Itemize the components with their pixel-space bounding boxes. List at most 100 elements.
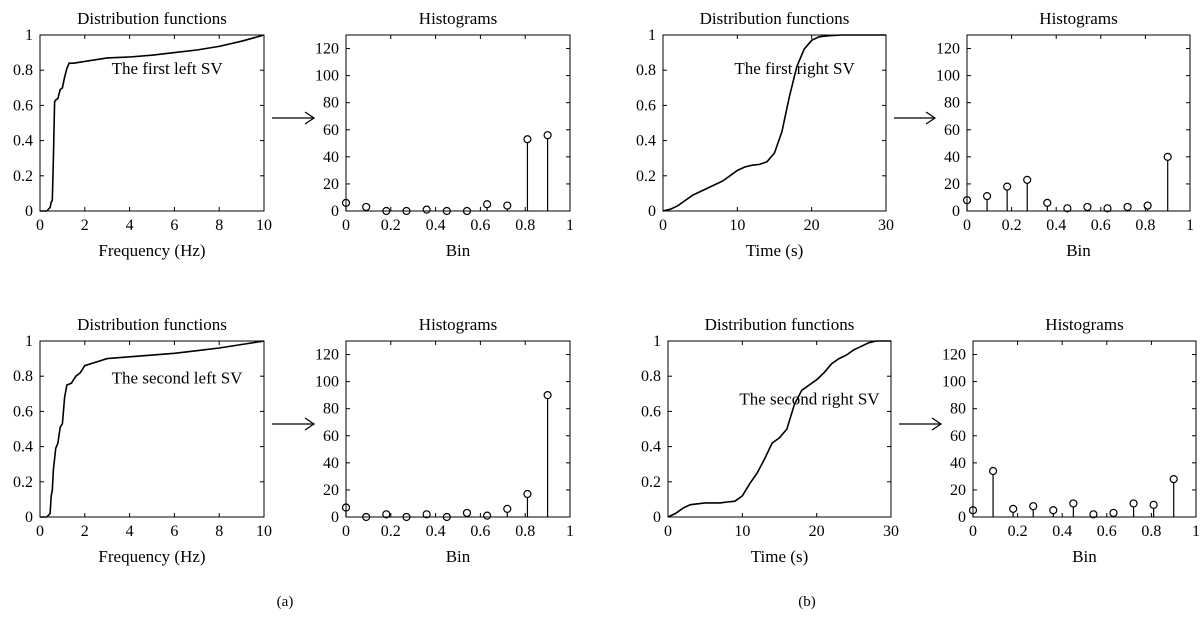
histogram-point bbox=[462, 508, 472, 518]
distribution-line bbox=[40, 340, 265, 518]
y-tick-label: 0.8 bbox=[13, 368, 33, 385]
histogram-point bbox=[1089, 510, 1098, 519]
y-tick-label: 0.2 bbox=[641, 474, 661, 491]
y-tick-label: 0.6 bbox=[13, 97, 33, 114]
histogram-point bbox=[1129, 499, 1138, 508]
chart-b-top-cdf: 0 10 20 30 0 0.2 0.4 0.6 0.8 1 Distribution functi… bbox=[636, 9, 894, 260]
x-tick-label: 1 bbox=[1186, 217, 1194, 234]
chart-title: Histograms bbox=[1039, 9, 1117, 28]
transform-arrow-head bbox=[931, 417, 943, 431]
histogram-point bbox=[1103, 204, 1112, 213]
x-tick-label: 4 bbox=[126, 523, 134, 540]
y-tick-label: 60 bbox=[944, 122, 960, 139]
plot-frame bbox=[972, 340, 1197, 518]
plot-frame bbox=[39, 340, 265, 518]
y-tick-label: 0.2 bbox=[13, 168, 33, 185]
x-tick-label: 1 bbox=[566, 523, 574, 540]
sv-annotation: The second right SV bbox=[739, 390, 880, 409]
y-tick-label: 80 bbox=[323, 401, 339, 418]
x-axis-label: Frequency (Hz) bbox=[98, 547, 205, 566]
histogram-point bbox=[483, 511, 492, 520]
histogram-point bbox=[402, 512, 411, 522]
chart-b-bottom-hist: 0 0.2 0.4 0.6 0.8 1 0 20 40 60 80 100 120 Histograms B… bbox=[942, 315, 1200, 566]
x-tick-label: 0.8 bbox=[515, 217, 535, 234]
y-tick-label: 100 bbox=[942, 374, 966, 391]
y-tick-label: 1 bbox=[648, 27, 656, 44]
y-tick-label: 80 bbox=[944, 95, 960, 112]
histogram-point bbox=[543, 131, 552, 140]
x-tick-label: 2 bbox=[81, 523, 89, 540]
y-tick-label: 20 bbox=[944, 176, 960, 193]
plot-frame bbox=[39, 34, 265, 212]
y-tick-label: 0 bbox=[952, 203, 960, 220]
y-tick-label: 20 bbox=[950, 482, 966, 499]
x-tick-label: 20 bbox=[809, 523, 825, 540]
y-tick-label: 40 bbox=[950, 455, 966, 472]
x-tick-label: 2 bbox=[81, 217, 89, 234]
y-tick-label: 1 bbox=[25, 333, 33, 350]
x-tick-label: 10 bbox=[256, 217, 272, 234]
x-tick-label: 0 bbox=[36, 523, 44, 540]
x-tick-label: 0.6 bbox=[1091, 217, 1111, 234]
x-axis-label: Bin bbox=[446, 241, 471, 260]
histogram-point bbox=[402, 206, 411, 216]
y-tick-label: 0.4 bbox=[636, 133, 656, 150]
x-tick-label: 0 bbox=[36, 217, 44, 234]
histogram-point bbox=[362, 512, 371, 522]
y-tick-label: 60 bbox=[323, 122, 339, 139]
histogram-point bbox=[988, 466, 998, 476]
x-tick-label: 0.6 bbox=[470, 523, 490, 540]
x-tick-label: 0.4 bbox=[426, 523, 446, 540]
histogram-point bbox=[982, 192, 992, 201]
y-tick-label: 1 bbox=[25, 27, 33, 44]
y-tick-label: 40 bbox=[323, 455, 339, 472]
x-tick-label: 1 bbox=[1192, 523, 1200, 540]
x-tick-label: 0.6 bbox=[1097, 523, 1117, 540]
y-tick-label: 0.8 bbox=[641, 368, 661, 385]
histogram-point bbox=[382, 510, 391, 519]
y-tick-label: 0 bbox=[653, 509, 661, 526]
x-tick-label: 0.8 bbox=[515, 523, 535, 540]
plot-frame bbox=[345, 34, 571, 212]
histogram-point bbox=[462, 206, 472, 216]
x-tick-label: 6 bbox=[170, 217, 178, 234]
x-tick-label: 0.4 bbox=[1046, 217, 1066, 234]
y-tick-label: 100 bbox=[315, 68, 339, 85]
histogram-point bbox=[341, 198, 351, 207]
y-tick-label: 0.4 bbox=[13, 439, 33, 456]
y-tick-label: 0.4 bbox=[641, 439, 661, 456]
histogram-point bbox=[503, 504, 512, 513]
histogram-point bbox=[1043, 198, 1052, 207]
plot-frame bbox=[662, 34, 887, 212]
plot-frame bbox=[667, 340, 892, 518]
histogram-point bbox=[362, 202, 371, 212]
x-tick-label: 10 bbox=[729, 217, 745, 234]
chart-title: Distribution functions bbox=[77, 315, 227, 334]
histogram-point bbox=[523, 135, 532, 144]
y-tick-label: 120 bbox=[942, 347, 966, 364]
x-tick-label: 20 bbox=[804, 217, 820, 234]
x-tick-label: 1 bbox=[566, 217, 574, 234]
y-tick-label: 20 bbox=[323, 482, 339, 499]
x-tick-label: 0.4 bbox=[426, 217, 446, 234]
y-tick-label: 0 bbox=[25, 203, 33, 220]
histogram-point bbox=[1023, 175, 1032, 184]
y-tick-label: 0.6 bbox=[641, 403, 661, 420]
x-tick-label: 4 bbox=[126, 217, 134, 234]
histogram-point bbox=[422, 205, 431, 214]
transform-arrow-head bbox=[304, 111, 316, 125]
x-tick-label: 0.2 bbox=[1008, 523, 1028, 540]
transform-arrow-head bbox=[925, 111, 937, 125]
y-tick-label: 60 bbox=[323, 428, 339, 445]
x-tick-label: 0.2 bbox=[381, 217, 401, 234]
chart-a-top-hist: 0 0.2 0.4 0.6 0.8 1 0 20 40 60 80 100 120 Histograms B… bbox=[315, 9, 574, 260]
y-tick-label: 0 bbox=[331, 509, 339, 526]
x-axis-label: Bin bbox=[1072, 547, 1097, 566]
plot-frame bbox=[345, 340, 571, 518]
chart-a-bottom-cdf: 0 2 4 6 8 10 0 0.2 0.4 0.6 0.8 1 Distribution functi… bbox=[13, 315, 272, 566]
x-tick-label: 0 bbox=[963, 217, 971, 234]
x-tick-label: 0.8 bbox=[1135, 217, 1155, 234]
plot-frame bbox=[966, 34, 1191, 212]
